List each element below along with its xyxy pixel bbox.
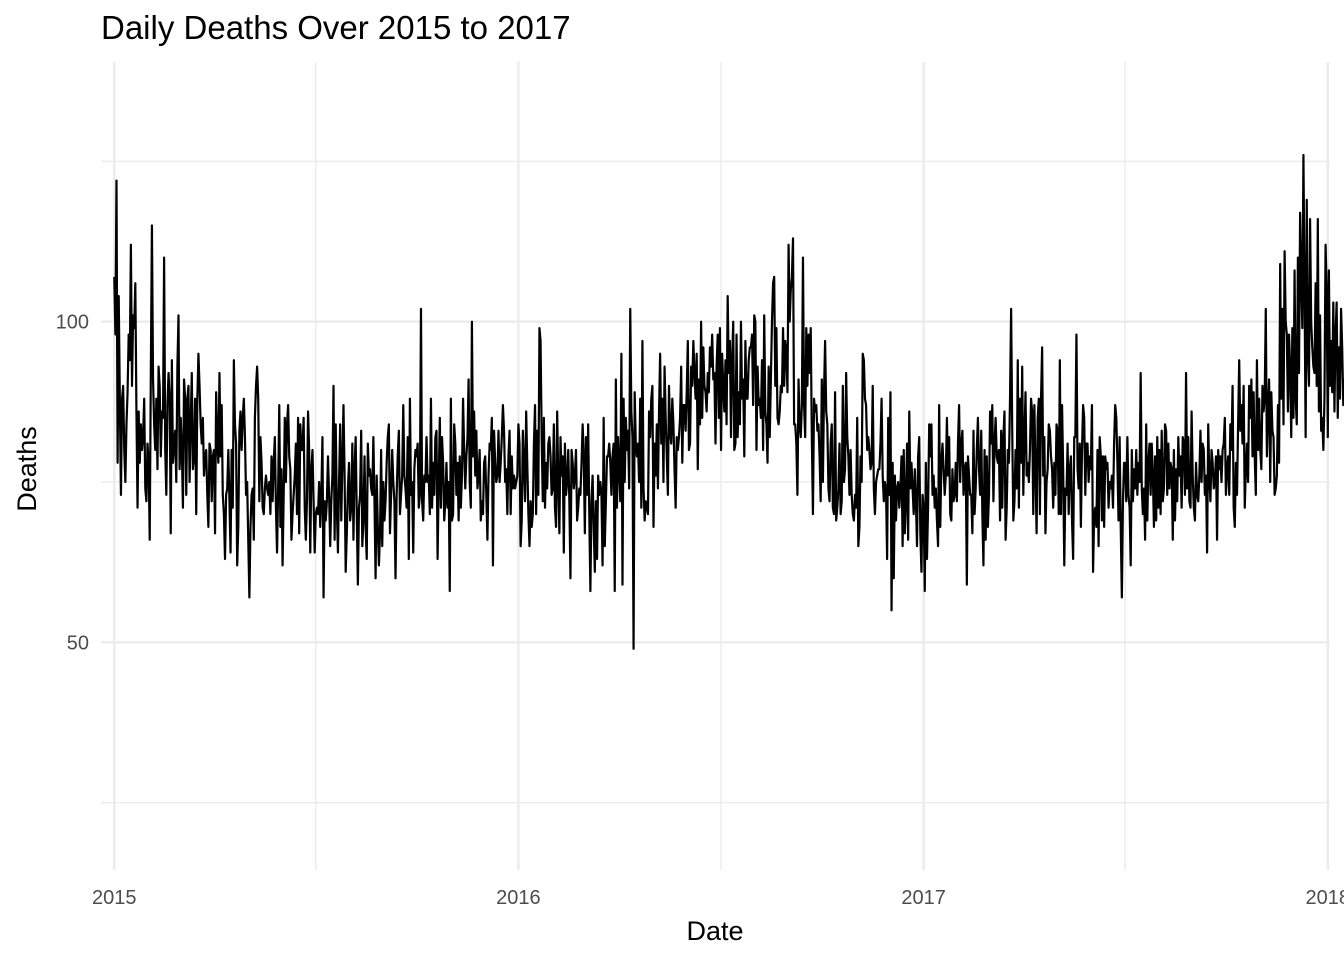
y-axis-title: Deaths — [12, 426, 42, 512]
x-tick-label: 2016 — [496, 887, 541, 909]
chart-title: Daily Deaths Over 2015 to 2017 — [101, 9, 571, 46]
y-tick-label: 100 — [56, 312, 89, 334]
x-tick-label: 2015 — [92, 887, 137, 909]
x-axis-title: Date — [686, 916, 743, 946]
x-axis-tick-labels: 2015 2016 2017 2018 — [92, 887, 1344, 909]
x-tick-label: 2017 — [901, 887, 946, 909]
x-tick-label: 2018 — [1306, 887, 1344, 909]
deaths-series-line — [113, 153, 1344, 650]
y-tick-label: 50 — [67, 632, 89, 654]
y-axis-tick-labels: 50 100 — [56, 312, 89, 655]
